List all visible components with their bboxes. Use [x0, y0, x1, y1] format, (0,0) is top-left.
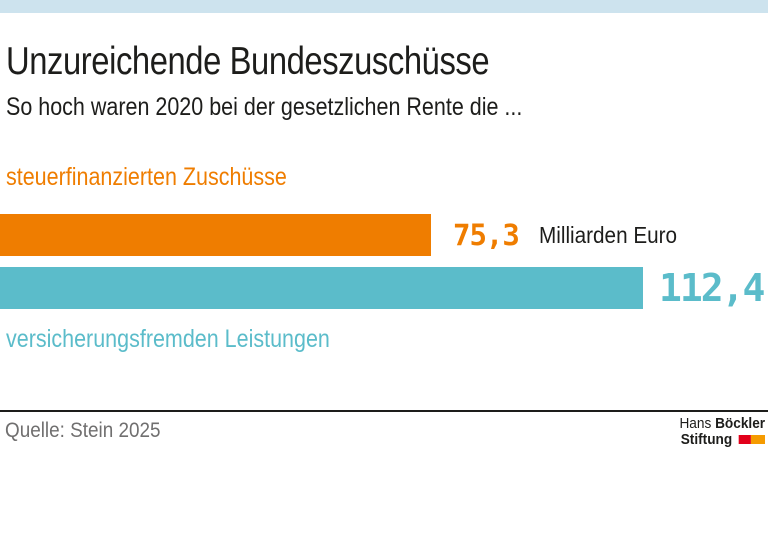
bar-tax-subsidies: [0, 214, 431, 256]
series-label-non-insurance-benefits: versicherungsfremden Leistungen: [6, 325, 330, 353]
unit-label: Milliarden Euro: [538, 221, 677, 248]
logo-name-line: Hans Böckler: [679, 416, 765, 432]
value-non-insurance-benefits: 112,4: [659, 266, 765, 310]
series-label-tax-subsidies: steuerfinanzierten Zuschüsse: [6, 163, 287, 191]
bar-non-insurance-benefits: [0, 267, 643, 309]
chart-title: Unzureichende Bundeszuschüsse: [6, 40, 490, 83]
logo-name-regular: Hans: [679, 416, 712, 432]
footer-divider: [0, 410, 768, 412]
logo-name-bold: Böckler: [714, 416, 765, 432]
logo-stiftung-line: Stiftung: [679, 432, 765, 448]
top-accent-bar: [0, 0, 768, 13]
logo-mark-red-block: [738, 435, 751, 444]
value-tax-subsidies: 75,3: [453, 218, 520, 252]
chart-subtitle: So hoch waren 2020 bei der gesetzlichen …: [6, 93, 523, 121]
hbs-logo: Hans Böckler Stiftung: [679, 416, 765, 448]
logo-stiftung-label: Stiftung: [680, 432, 733, 448]
value-row-tax-subsidies: 75,3 Milliarden Euro: [453, 214, 692, 256]
source-text: Quelle: Stein 2025: [5, 419, 161, 442]
logo-mark-orange-block: [750, 435, 765, 444]
logo-mark-icon: [738, 432, 765, 444]
